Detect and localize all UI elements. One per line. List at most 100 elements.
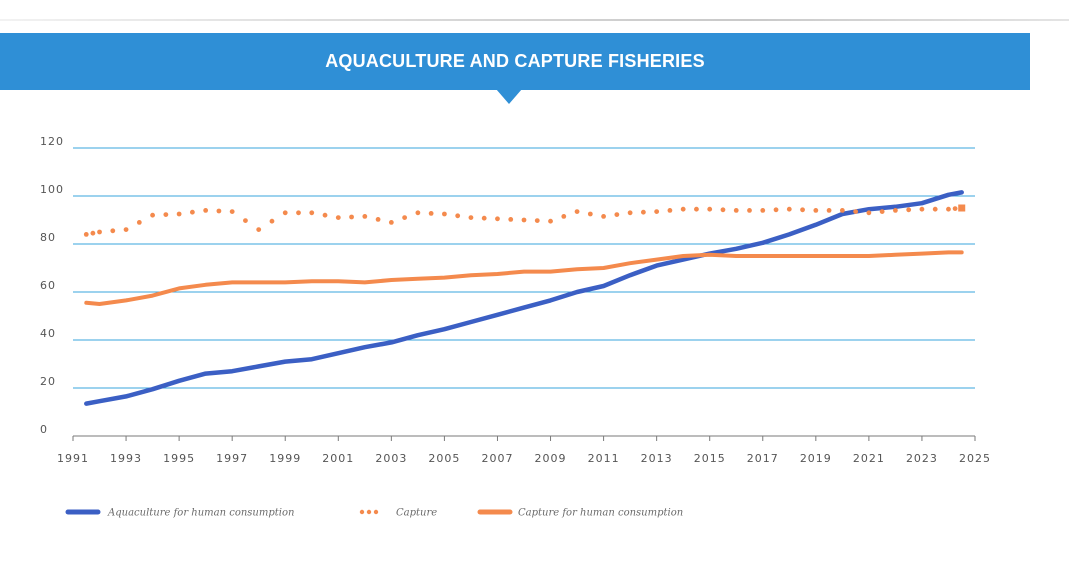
capture-point [495, 216, 500, 222]
capture-point [839, 208, 845, 213]
capture-point [442, 211, 447, 217]
capture-point [866, 210, 872, 216]
capture-point [760, 208, 766, 213]
capture-point [521, 217, 527, 223]
series-capture [83, 204, 966, 237]
capture-point [667, 208, 673, 213]
capture-point [627, 210, 633, 216]
capture-point [733, 208, 739, 213]
capture-point [136, 220, 142, 225]
top-divider-line [0, 19, 1069, 21]
capture-point [786, 206, 792, 212]
capture-point [508, 217, 514, 222]
capture-point [349, 214, 354, 220]
capture-point [203, 208, 209, 213]
x-tick-label: 2005 [428, 452, 460, 465]
capture-point [587, 211, 593, 217]
x-tick-label: 1993 [110, 452, 142, 465]
capture-point [269, 218, 275, 224]
x-tick-label: 2011 [588, 452, 620, 465]
capture-point [163, 212, 169, 218]
x-tick-label: 2019 [800, 452, 832, 465]
capture-point [694, 206, 699, 212]
y-tick-label: 100 [40, 183, 64, 196]
capture-point [375, 217, 381, 222]
chart-title: AQUACULTURE AND CAPTURE FISHERIES [325, 51, 705, 71]
capture-point [826, 208, 832, 213]
capture-point [468, 215, 474, 221]
capture-point [574, 209, 580, 215]
legend-swatch-dot [373, 509, 379, 515]
capture-point [952, 206, 958, 212]
capture-point [388, 220, 394, 225]
x-tick-label: 2001 [322, 452, 354, 465]
capture-point [282, 210, 288, 216]
legend-label: Capture [396, 508, 437, 519]
x-tick-label: 1995 [163, 452, 195, 465]
series-aquaculture-line [84, 190, 964, 406]
x-tick-label: 1991 [57, 452, 89, 465]
x-tick-label: 2009 [535, 452, 567, 465]
capture-point [720, 207, 726, 213]
capture-point [415, 210, 421, 216]
y-tick-label: 120 [40, 135, 64, 148]
y-tick-label: 80 [40, 231, 56, 244]
series-capture-human-line [84, 250, 964, 306]
capture-point [853, 209, 859, 215]
capture-point [296, 210, 301, 216]
legend-label: Aquaculture for human consumption [107, 508, 294, 519]
capture-point [90, 230, 96, 236]
capture-point [640, 209, 646, 215]
x-tick-label: 2003 [375, 452, 407, 465]
capture-point [229, 209, 235, 215]
legend-label: Capture for human consumption [518, 508, 683, 519]
capture-point [243, 218, 248, 224]
capture-point [322, 212, 328, 218]
capture-point [614, 212, 620, 218]
capture-point [747, 208, 752, 213]
legend-swatch-dot [366, 509, 372, 515]
x-tick-label: 1997 [216, 452, 248, 465]
capture-point [123, 227, 129, 233]
y-tick-label: 0 [40, 423, 48, 436]
capture-point [879, 209, 885, 215]
capture-point [813, 208, 819, 213]
capture-point [548, 218, 553, 224]
capture-point [601, 214, 606, 219]
capture-point [256, 227, 262, 233]
y-tick-label: 20 [40, 375, 56, 388]
capture-point [309, 210, 315, 216]
capture-point [561, 214, 567, 219]
x-tick-label: 2007 [481, 452, 513, 465]
capture-point [216, 208, 222, 214]
capture-point [893, 208, 898, 213]
capture-point [335, 215, 341, 221]
capture-point [707, 206, 713, 212]
capture-point [362, 214, 368, 219]
capture-point [932, 206, 938, 212]
x-tick-label: 2025 [959, 452, 991, 465]
x-tick-label: 2023 [906, 452, 938, 465]
x-tick-label: 2021 [853, 452, 885, 465]
capture-point [906, 207, 912, 213]
capture-point [534, 218, 540, 224]
legend-swatch-dot [359, 509, 365, 515]
capture-point [150, 212, 155, 218]
capture-point [481, 215, 487, 221]
capture-point [654, 209, 660, 215]
title-banner-pointer [496, 89, 522, 104]
title-banner [0, 33, 1030, 90]
capture-point [97, 229, 102, 235]
x-tick-label: 2015 [694, 452, 726, 465]
capture-point [110, 228, 116, 234]
x-tick-label: 1999 [269, 452, 301, 465]
y-tick-label: 40 [40, 327, 56, 340]
capture-point [83, 232, 89, 237]
capture-point [800, 207, 805, 213]
capture-point [428, 211, 434, 216]
capture-point [455, 213, 461, 219]
capture-point [773, 207, 779, 213]
x-tick-label: 2017 [747, 452, 779, 465]
capture-point [946, 206, 951, 212]
